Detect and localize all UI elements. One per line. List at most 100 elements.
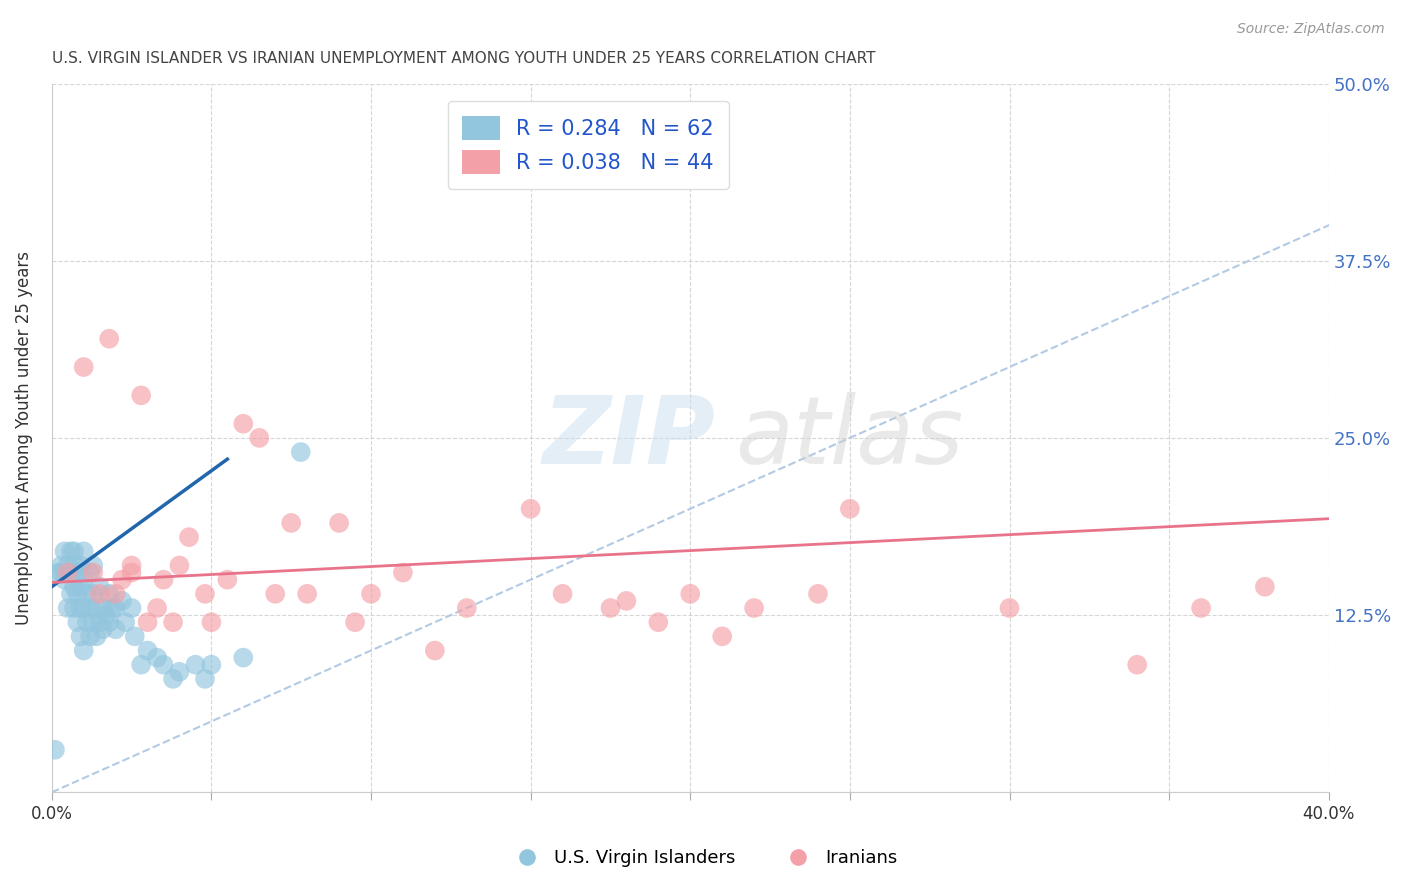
Point bbox=[66, 566, 89, 580]
Point bbox=[66, 615, 89, 630]
Point bbox=[129, 388, 152, 402]
Point bbox=[114, 615, 136, 630]
Text: ZIP: ZIP bbox=[543, 392, 716, 483]
Point bbox=[1126, 657, 1149, 672]
Point bbox=[104, 601, 127, 615]
Point bbox=[247, 431, 270, 445]
Point bbox=[290, 445, 312, 459]
Point bbox=[89, 615, 111, 630]
Point bbox=[69, 601, 91, 615]
Point bbox=[551, 587, 574, 601]
Point bbox=[86, 601, 108, 615]
Point bbox=[59, 587, 82, 601]
Point bbox=[69, 558, 91, 573]
Point bbox=[136, 643, 159, 657]
Text: Source: ZipAtlas.com: Source: ZipAtlas.com bbox=[1237, 22, 1385, 37]
Point bbox=[124, 629, 146, 643]
Point bbox=[807, 587, 830, 601]
Point bbox=[129, 657, 152, 672]
Point bbox=[51, 558, 73, 573]
Point bbox=[82, 558, 104, 573]
Point bbox=[53, 573, 76, 587]
Point bbox=[63, 580, 86, 594]
Point bbox=[69, 629, 91, 643]
Point bbox=[647, 615, 669, 630]
Point bbox=[66, 587, 89, 601]
Point bbox=[82, 615, 104, 630]
Point bbox=[56, 566, 79, 580]
Point bbox=[73, 601, 96, 615]
Point bbox=[295, 587, 318, 601]
Point bbox=[162, 672, 184, 686]
Point bbox=[152, 657, 174, 672]
Point bbox=[91, 622, 114, 636]
Point bbox=[169, 665, 191, 679]
Point bbox=[360, 587, 382, 601]
Point bbox=[89, 580, 111, 594]
Point bbox=[264, 587, 287, 601]
Point bbox=[519, 501, 541, 516]
Point bbox=[53, 544, 76, 558]
Point bbox=[91, 601, 114, 615]
Point bbox=[217, 573, 239, 587]
Point bbox=[98, 615, 121, 630]
Point bbox=[104, 587, 127, 601]
Point bbox=[146, 650, 169, 665]
Point bbox=[177, 530, 200, 544]
Point bbox=[79, 566, 101, 580]
Point bbox=[616, 594, 638, 608]
Point bbox=[162, 615, 184, 630]
Point bbox=[98, 587, 121, 601]
Point bbox=[82, 587, 104, 601]
Point bbox=[998, 601, 1021, 615]
Point bbox=[328, 516, 350, 530]
Point bbox=[121, 601, 143, 615]
Legend: R = 0.284   N = 62, R = 0.038   N = 44: R = 0.284 N = 62, R = 0.038 N = 44 bbox=[447, 101, 728, 189]
Point bbox=[194, 587, 217, 601]
Point bbox=[79, 601, 101, 615]
Point bbox=[86, 629, 108, 643]
Point bbox=[82, 566, 104, 580]
Point bbox=[838, 501, 860, 516]
Y-axis label: Unemployment Among Youth under 25 years: Unemployment Among Youth under 25 years bbox=[15, 251, 32, 625]
Point bbox=[63, 601, 86, 615]
Point bbox=[89, 587, 111, 601]
Point bbox=[63, 558, 86, 573]
Point bbox=[169, 558, 191, 573]
Point bbox=[152, 573, 174, 587]
Point bbox=[121, 558, 143, 573]
Text: atlas: atlas bbox=[735, 392, 963, 483]
Point bbox=[194, 672, 217, 686]
Point bbox=[280, 516, 302, 530]
Point bbox=[711, 629, 734, 643]
Point bbox=[73, 573, 96, 587]
Point bbox=[146, 601, 169, 615]
Legend: U.S. Virgin Islanders, Iranians: U.S. Virgin Islanders, Iranians bbox=[502, 842, 904, 874]
Point bbox=[69, 580, 91, 594]
Point bbox=[59, 544, 82, 558]
Point bbox=[76, 587, 98, 601]
Point bbox=[73, 544, 96, 558]
Point bbox=[111, 573, 134, 587]
Point bbox=[56, 601, 79, 615]
Point bbox=[344, 615, 367, 630]
Point bbox=[59, 566, 82, 580]
Point bbox=[73, 643, 96, 657]
Point bbox=[184, 657, 207, 672]
Point bbox=[63, 544, 86, 558]
Point bbox=[599, 601, 621, 615]
Point bbox=[73, 359, 96, 374]
Point bbox=[1189, 601, 1212, 615]
Point bbox=[232, 650, 254, 665]
Point bbox=[200, 657, 222, 672]
Point bbox=[104, 622, 127, 636]
Point bbox=[121, 566, 143, 580]
Point bbox=[101, 601, 124, 615]
Point bbox=[98, 332, 121, 346]
Point bbox=[456, 601, 478, 615]
Point bbox=[136, 615, 159, 630]
Point bbox=[742, 601, 765, 615]
Point bbox=[56, 558, 79, 573]
Point bbox=[51, 566, 73, 580]
Point bbox=[44, 743, 66, 757]
